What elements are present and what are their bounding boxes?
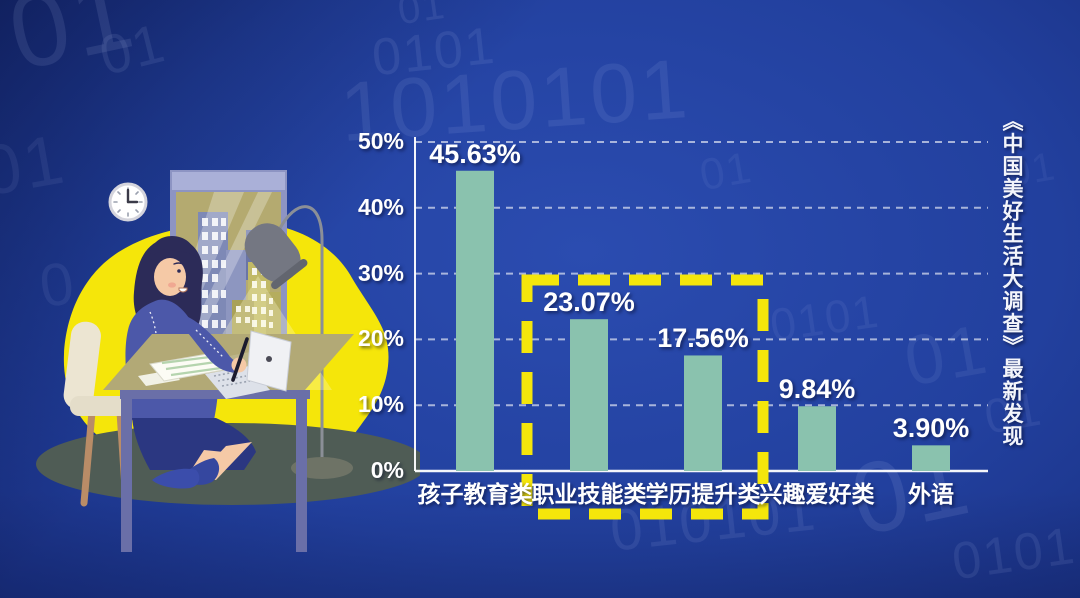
bar: [456, 170, 494, 472]
pen: [231, 337, 249, 382]
y-tick-label: 30%: [357, 259, 404, 286]
category-label: 外语: [908, 481, 954, 507]
hair-front: [149, 236, 196, 262]
bar-value-label: 23.07%: [543, 287, 635, 318]
laptop: [205, 330, 292, 399]
y-tick-label: 40%: [357, 193, 404, 220]
bar: [798, 406, 836, 471]
bar-value-label: 9.84%: [778, 374, 856, 405]
face: [154, 258, 186, 296]
illustration-woman-desk: [36, 170, 420, 552]
writing-arm: [180, 316, 249, 382]
shoe: [152, 468, 200, 489]
category-label: 学历提升类: [645, 481, 761, 507]
category-label: 职业技能类: [531, 481, 647, 507]
category-label: 兴趣爱好类: [759, 481, 875, 507]
bar-value-label: 17.56%: [657, 323, 749, 354]
y-tick-label: 0%: [370, 457, 404, 483]
bar: [912, 445, 950, 471]
source-title-vertical: 《中国美好生活大调查》最新发现: [1000, 110, 1023, 448]
y-tick-label: 50%: [357, 128, 404, 154]
highlight-box: [521, 274, 769, 520]
bar-value-label: 3.90%: [892, 413, 970, 444]
y-tick-label: 10%: [357, 391, 404, 418]
wall-clock-icon: [108, 182, 148, 222]
bar-value-label: 45.63%: [429, 138, 521, 169]
category-label: 孩子教育类: [417, 481, 533, 507]
y-tick-label: 20%: [357, 325, 404, 352]
bar: [684, 355, 722, 471]
bar: [570, 319, 608, 471]
